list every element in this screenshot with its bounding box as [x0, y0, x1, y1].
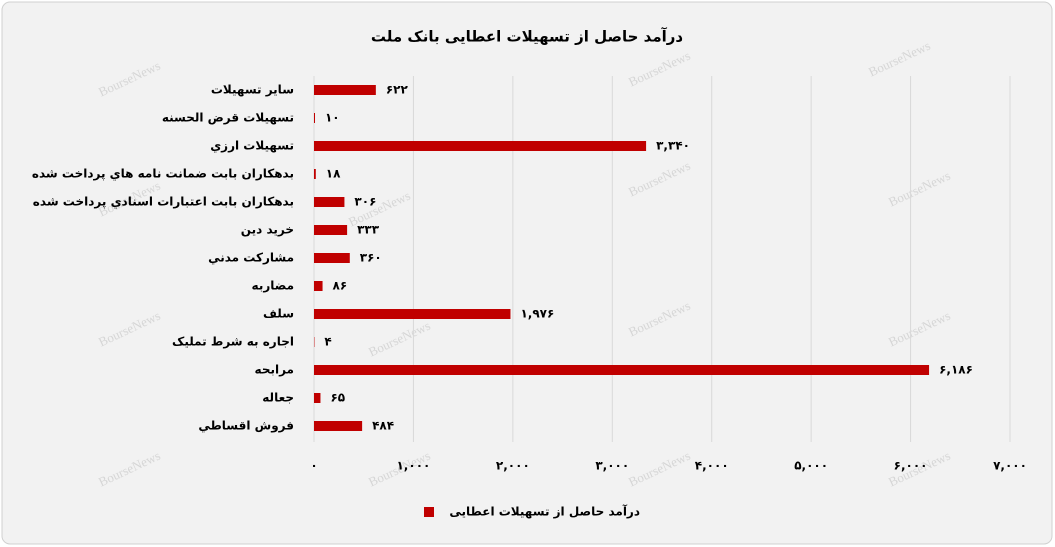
bar: [314, 197, 345, 207]
value-label: ۸۶: [333, 279, 348, 293]
category-label: خرید دین: [241, 223, 294, 237]
bar: [314, 113, 315, 123]
value-label: ۱۸: [326, 167, 341, 181]
bar: [314, 225, 348, 235]
bar: [314, 309, 511, 319]
bar: [314, 141, 647, 151]
category-label: تسهیلات قرض الحسنه: [162, 111, 294, 125]
legend-label: درآمد حاصل از تسهیلات اعطایی: [449, 504, 640, 519]
x-tick-label: ۶,۰۰۰: [894, 459, 928, 473]
category-label: مرابحه: [255, 363, 294, 377]
value-label: ۶,۱۸۶: [939, 363, 973, 377]
x-tick-label: ۱,۰۰۰: [396, 459, 430, 473]
value-label: ۶۲۲: [386, 83, 409, 97]
category-label: مضاربه: [252, 279, 294, 293]
legend-marker: [424, 507, 434, 517]
x-tick-label: ۲,۰۰۰: [496, 459, 530, 473]
bar: [314, 85, 376, 95]
bar: [314, 393, 321, 403]
value-label: ۳,۳۴۰: [656, 139, 690, 153]
category-label: سایر تسهیلات: [211, 83, 294, 97]
category-label: مشارکت مدني: [208, 251, 294, 265]
value-label: ۶۵: [330, 391, 345, 405]
value-label: ۳۰۶: [354, 195, 376, 209]
x-tick-label: ۷,۰۰۰: [993, 459, 1027, 473]
bar: [314, 365, 930, 375]
category-label: جعاله: [262, 391, 294, 405]
value-label: ۱,۹۷۶: [520, 307, 554, 321]
category-label: فروش اقساطي: [198, 419, 294, 434]
x-tick-label: ۳,۰۰۰: [595, 459, 629, 473]
value-label: ۳۶۰: [360, 251, 382, 265]
category-label: بدهکاران بابت اعتبارات اسنادي پرداخت شده: [33, 195, 294, 209]
chart-title: درآمد حاصل از تسهیلات اعطایی بانک ملت: [371, 28, 684, 46]
bar: [314, 421, 363, 431]
category-label: بدهکاران بابت ضمانت نامه هاي پرداخت شده: [32, 167, 294, 181]
category-label: سلف: [263, 307, 294, 321]
bar: [314, 281, 323, 291]
bar: [314, 169, 316, 179]
x-tick-label: ۴,۰۰۰: [695, 459, 729, 473]
category-label: اجاره به شرط تملیک: [172, 335, 294, 349]
bar: [314, 253, 350, 263]
value-label: ۳۳۳: [357, 223, 380, 237]
x-tick-label: ۵,۰۰۰: [794, 459, 828, 473]
value-label: ۱۰: [325, 111, 340, 125]
value-label: ۴۸۴: [372, 419, 394, 433]
value-label: ۴: [324, 335, 331, 349]
category-label: تسهیلات ارزي: [210, 139, 294, 153]
x-tick-label: ۰: [310, 459, 317, 473]
